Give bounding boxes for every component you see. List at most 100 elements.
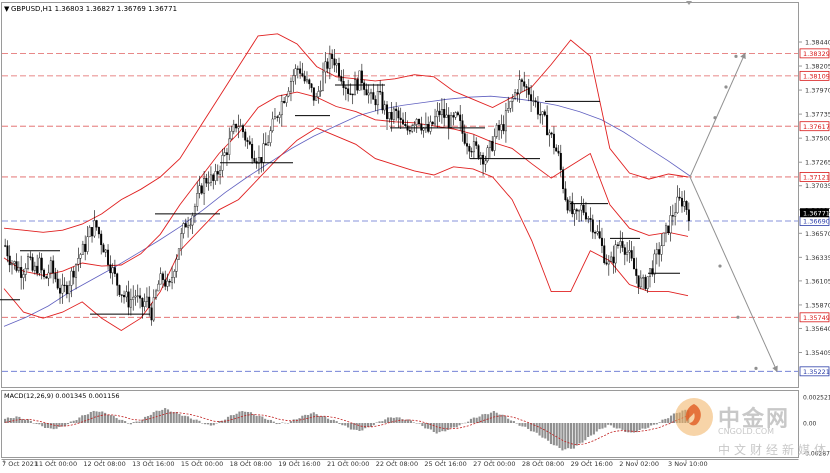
macd-histogram-bar bbox=[278, 423, 281, 424]
candle-body bbox=[674, 212, 677, 217]
candle-body bbox=[100, 233, 103, 246]
level-price-tag-label: 1.37121 bbox=[803, 174, 830, 182]
macd-histogram-bar bbox=[578, 423, 581, 444]
macd-histogram-bar bbox=[161, 409, 164, 423]
candle-body bbox=[639, 277, 642, 288]
candle-body bbox=[347, 88, 350, 94]
macd-histogram-bar bbox=[524, 423, 527, 427]
candle-body bbox=[612, 256, 615, 264]
candle-body bbox=[472, 141, 475, 153]
macd-histogram-bar bbox=[186, 416, 190, 423]
macd-histogram-bar bbox=[258, 415, 261, 423]
macd-histogram-bar bbox=[567, 423, 570, 449]
candle-body bbox=[17, 267, 20, 271]
level-price-tag-label: 1.38329 bbox=[803, 50, 830, 58]
candle-body bbox=[36, 265, 39, 274]
macd-histogram-bar bbox=[572, 423, 575, 449]
macd-histogram-bar bbox=[372, 423, 375, 426]
candle-body bbox=[129, 299, 132, 308]
price-tags-layer: 1.38329 1.38109 1.37617 1.37121 1.36690 1.357… bbox=[799, 48, 830, 377]
macd-histogram-bar bbox=[46, 423, 50, 428]
candle-body bbox=[287, 90, 290, 97]
candle-body bbox=[24, 268, 27, 275]
candle-body bbox=[187, 225, 190, 228]
candle-body bbox=[479, 155, 482, 158]
macd-histogram-bar bbox=[624, 423, 627, 432]
menu-arrow-icon[interactable]: ▼ bbox=[4, 5, 10, 13]
macd-histogram-bar bbox=[638, 423, 641, 430]
macd-histogram-bar bbox=[246, 412, 250, 423]
candle-body bbox=[141, 298, 144, 307]
candle-body bbox=[280, 101, 283, 116]
candle-body bbox=[543, 111, 546, 116]
candle-body bbox=[562, 169, 565, 189]
candle-body bbox=[315, 96, 318, 101]
macd-histogram-bar bbox=[467, 421, 470, 423]
candle-body bbox=[27, 256, 30, 269]
candle-body bbox=[189, 224, 192, 227]
macd-histogram-bar bbox=[126, 423, 130, 424]
macd-histogram-bar bbox=[515, 423, 518, 424]
candle-body bbox=[557, 150, 560, 154]
watermark-tagline: 中文财经新媒体 bbox=[718, 443, 830, 457]
macd-histogram-bar bbox=[349, 423, 352, 430]
macd-histogram-bar bbox=[589, 423, 593, 436]
candle-body bbox=[671, 215, 674, 217]
candle-body bbox=[184, 223, 187, 228]
candle-body bbox=[104, 249, 107, 253]
macd-histogram-bar bbox=[564, 423, 567, 450]
macd-histogram-bar bbox=[432, 423, 435, 432]
macd-histogram-bar bbox=[612, 423, 615, 428]
candle-body bbox=[120, 294, 123, 296]
macd-histogram-bar bbox=[132, 422, 135, 423]
candle-body bbox=[109, 264, 112, 274]
macd-histogram-bar bbox=[395, 417, 398, 423]
macd-histogram-bar bbox=[592, 423, 595, 435]
candle-body bbox=[610, 256, 613, 262]
candle-body bbox=[180, 233, 183, 249]
candle-body bbox=[145, 296, 148, 302]
macd-histogram-bar bbox=[429, 423, 433, 430]
time-tick-label: 13 Oct 16:00 bbox=[132, 460, 174, 468]
level-price-tag bbox=[799, 121, 830, 132]
macd-histogram-bar bbox=[418, 423, 421, 424]
candle-body bbox=[152, 297, 155, 321]
candle-body bbox=[376, 91, 379, 106]
macd-histogram-bar bbox=[198, 420, 201, 423]
chart-shift-icon bbox=[686, 1, 692, 5]
candle-body bbox=[619, 241, 622, 246]
macd-histogram-bar bbox=[149, 414, 152, 423]
candle-body bbox=[33, 265, 36, 271]
candle-body bbox=[450, 115, 453, 128]
macd-histogram-bar bbox=[164, 408, 167, 423]
macd-histogram-bar bbox=[407, 419, 410, 423]
candle-body bbox=[367, 92, 370, 96]
macd-histogram-bar bbox=[35, 423, 38, 424]
candle-body bbox=[504, 110, 507, 132]
candle-body bbox=[399, 117, 402, 121]
current-price-tag-label: 1.36771 bbox=[803, 209, 830, 217]
macd-histogram-bar bbox=[661, 419, 664, 423]
candle-body bbox=[589, 218, 592, 220]
candle-body bbox=[56, 278, 59, 289]
macd-histogram-bar bbox=[64, 423, 67, 427]
macd-histogram-bar bbox=[427, 423, 430, 429]
macd-histogram-bar bbox=[72, 420, 75, 423]
candle-body bbox=[491, 140, 494, 151]
candle-body bbox=[651, 268, 654, 275]
candle-body bbox=[93, 220, 96, 237]
candle-body bbox=[438, 110, 441, 116]
candle-body bbox=[488, 140, 491, 148]
candle-body bbox=[111, 267, 114, 274]
price-tick-label: 1.35640 bbox=[805, 325, 830, 333]
arrow-waypoint-dot bbox=[736, 315, 740, 319]
macd-histogram-bar bbox=[338, 423, 341, 424]
candle-body bbox=[223, 152, 226, 156]
candle-body bbox=[230, 130, 233, 140]
macd-histogram-bar bbox=[512, 421, 515, 423]
candle-body bbox=[296, 68, 299, 70]
candle-body bbox=[241, 125, 244, 133]
macd-histogram-bar bbox=[529, 423, 533, 432]
level-price-tag bbox=[799, 366, 830, 377]
